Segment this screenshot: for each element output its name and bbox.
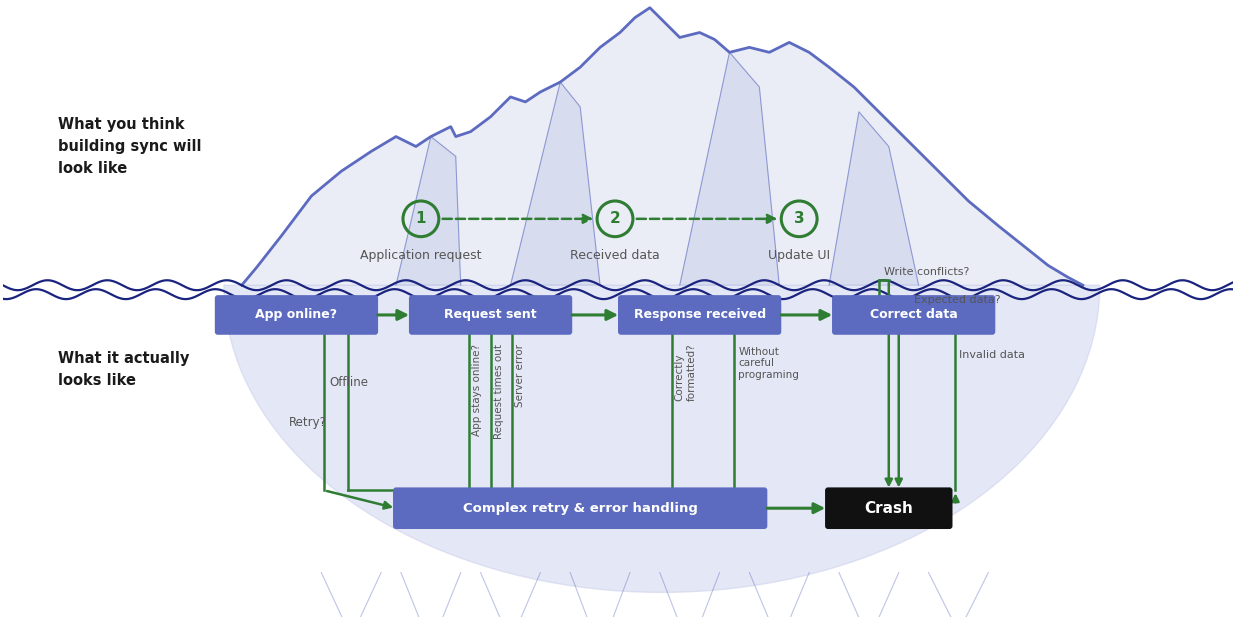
FancyBboxPatch shape (409, 295, 572, 335)
FancyBboxPatch shape (832, 295, 995, 335)
Text: Correctly
formatted?: Correctly formatted? (675, 343, 696, 401)
Text: Complex retry & error handling: Complex retry & error handling (462, 502, 697, 515)
Text: App online?: App online? (256, 309, 337, 321)
Text: Crash: Crash (864, 501, 913, 516)
Polygon shape (396, 136, 461, 285)
Text: Received data: Received data (570, 249, 660, 262)
Text: 2: 2 (609, 211, 620, 226)
Text: 1: 1 (415, 211, 426, 226)
Text: Invalid data: Invalid data (959, 350, 1026, 360)
Text: Response received: Response received (634, 309, 765, 321)
FancyBboxPatch shape (393, 487, 768, 529)
Text: Without
careful
programing: Without careful programing (738, 347, 800, 380)
Text: Application request: Application request (360, 249, 482, 262)
Polygon shape (680, 52, 779, 285)
Text: 3: 3 (794, 211, 805, 226)
Polygon shape (510, 82, 601, 285)
FancyBboxPatch shape (215, 295, 378, 335)
Text: What you think
building sync will
look like: What you think building sync will look l… (58, 117, 201, 176)
Polygon shape (829, 112, 918, 285)
Text: Write conflicts?: Write conflicts? (884, 267, 969, 277)
Polygon shape (242, 7, 1083, 285)
Text: Request sent: Request sent (444, 309, 536, 321)
FancyBboxPatch shape (618, 295, 781, 335)
Text: Update UI: Update UI (768, 249, 831, 262)
Polygon shape (224, 285, 1100, 592)
Text: Correct data: Correct data (870, 309, 958, 321)
Text: What it actually
looks like: What it actually looks like (58, 351, 189, 388)
Text: App stays online?: App stays online? (472, 343, 482, 436)
Text: Retry?: Retry? (288, 416, 326, 429)
Text: Request times out: Request times out (493, 343, 503, 439)
FancyBboxPatch shape (826, 487, 953, 529)
Text: Server error: Server error (515, 343, 525, 407)
Text: Offline: Offline (329, 376, 368, 389)
Text: Expected data?: Expected data? (913, 295, 1000, 305)
